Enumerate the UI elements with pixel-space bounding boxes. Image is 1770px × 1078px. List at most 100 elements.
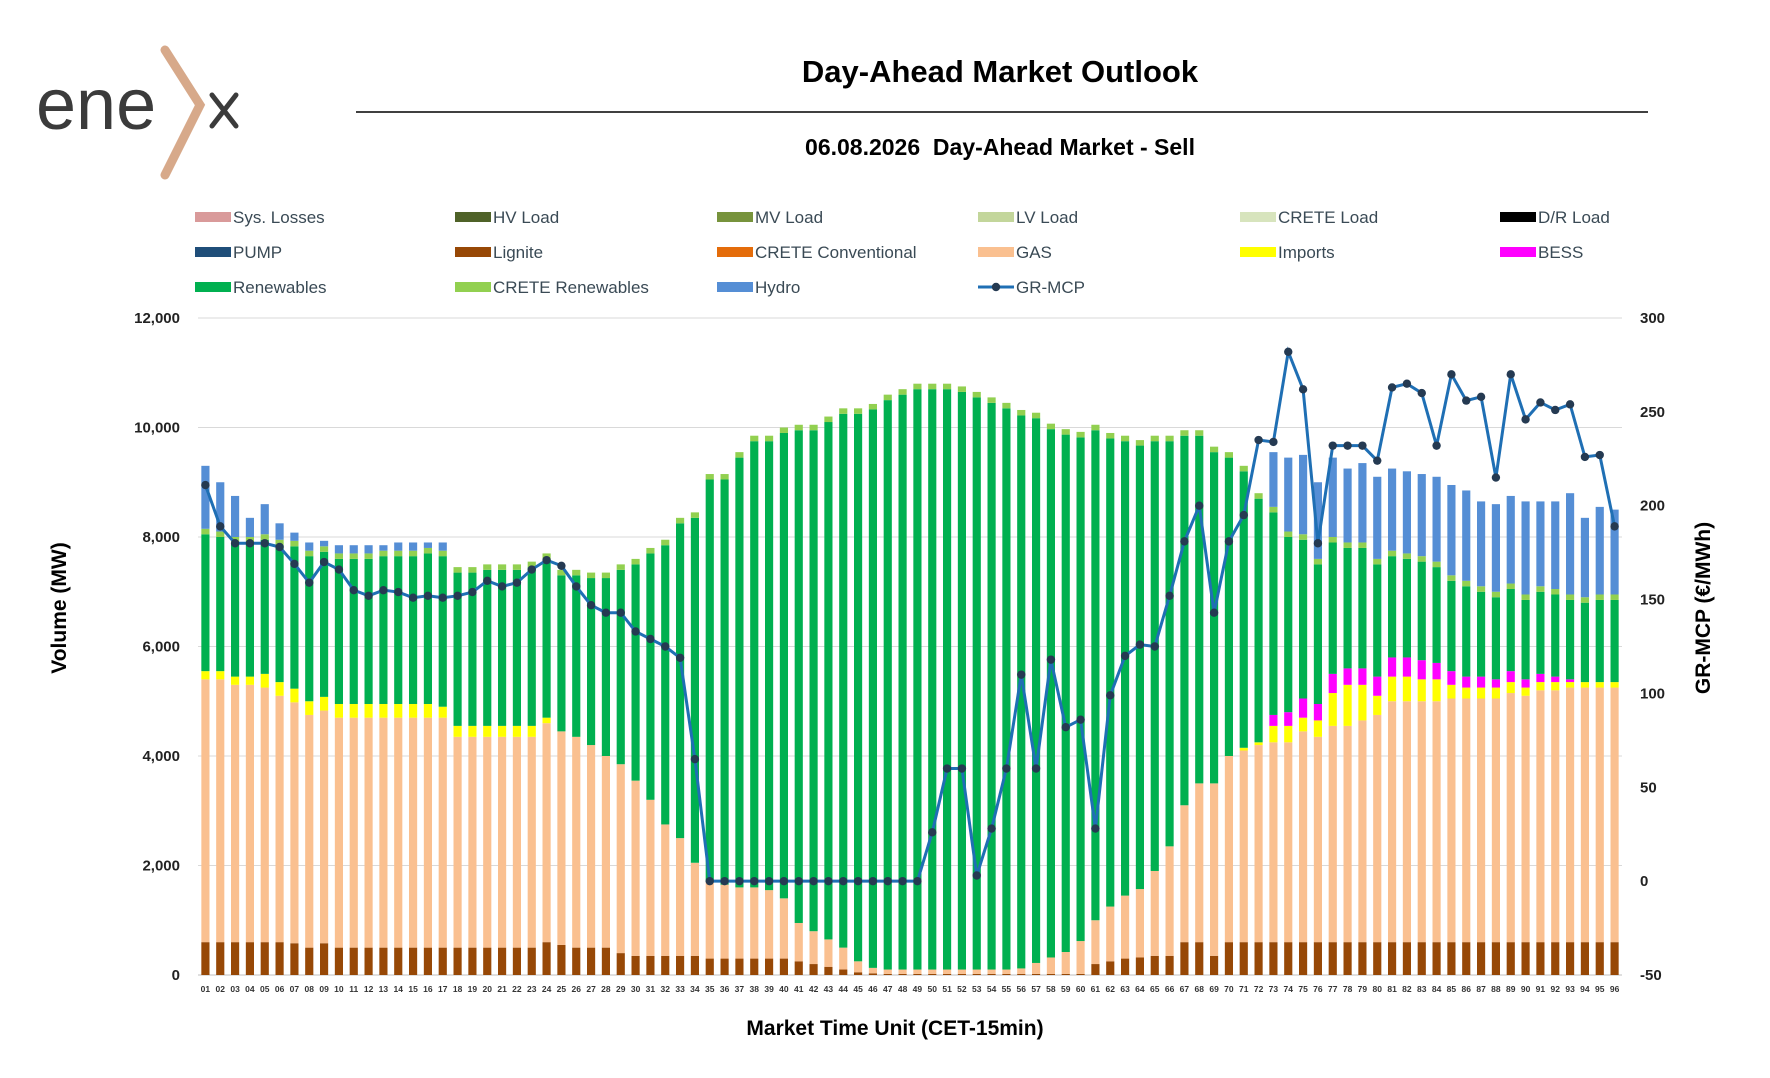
- bar-lignite-51: [943, 973, 952, 975]
- x-tick-label: 51: [942, 984, 952, 994]
- bar-lignite-50: [928, 973, 937, 975]
- bar-hydro-12: [364, 545, 373, 554]
- bar-crete-renewables-93: [1566, 594, 1575, 600]
- x-tick-label: 15: [408, 984, 418, 994]
- x-tick-label: 72: [1254, 984, 1264, 994]
- bar-gas-95: [1595, 687, 1604, 943]
- bar-crete-renewables-79: [1358, 542, 1367, 548]
- bar-imports-21: [498, 725, 507, 737]
- bar-renewables-93: [1566, 599, 1575, 680]
- bar-renewables-42: [809, 430, 818, 932]
- bar-gas-63: [1121, 895, 1130, 959]
- page-title: Day-Ahead Market Outlook: [802, 54, 1199, 89]
- legend-swatch: [1500, 212, 1536, 222]
- bar-lignite-27: [587, 947, 596, 975]
- bar-renewables-30: [631, 564, 640, 781]
- gr-mcp-point-46: [868, 876, 878, 886]
- bar-crete-renewables-26: [572, 569, 581, 576]
- bar-renewables-02: [216, 537, 225, 672]
- bar-bess-93: [1566, 679, 1575, 683]
- x-tick-label: 73: [1269, 984, 1279, 994]
- bar-crete-renewables-95: [1595, 594, 1604, 600]
- bar-imports-71: [1239, 747, 1248, 751]
- x-tick-label: 76: [1313, 984, 1323, 994]
- bar-renewables-85: [1447, 580, 1456, 672]
- bar-crete-renewables-53: [972, 391, 981, 398]
- bar-crete-renewables-36: [720, 474, 729, 480]
- bar-renewables-24: [542, 558, 551, 718]
- bar-lignite-62: [1106, 961, 1115, 975]
- bar-crete-renewables-63: [1121, 435, 1130, 442]
- bar-crete-renewables-64: [1135, 440, 1144, 446]
- bar-crete-renewables-61: [1091, 424, 1100, 431]
- bar-renewables-48: [898, 394, 907, 970]
- x-tick-label: 14: [394, 984, 404, 994]
- bar-renewables-80: [1373, 564, 1382, 677]
- bar-renewables-14: [394, 556, 403, 704]
- bar-renewables-67: [1180, 435, 1189, 806]
- gr-mcp-point-76: [1313, 539, 1323, 548]
- bar-crete-renewables-28: [601, 572, 610, 579]
- bar-imports-75: [1299, 717, 1308, 732]
- y-right-tick-label: 100: [1640, 685, 1665, 702]
- bar-lignite-19: [468, 947, 477, 975]
- y-right-tick-label: 250: [1640, 404, 1665, 421]
- bar-lignite-01: [201, 942, 210, 975]
- bar-gas-35: [705, 881, 714, 959]
- legend-swatch: [1240, 247, 1276, 257]
- bar-imports-93: [1566, 682, 1575, 688]
- bar-crete-renewables-78: [1343, 542, 1352, 548]
- bar-renewables-82: [1402, 558, 1411, 658]
- stacked-bars: [201, 383, 1619, 975]
- x-tick-label: 70: [1224, 984, 1234, 994]
- gr-mcp-point-42: [809, 876, 818, 886]
- bar-crete-renewables-88: [1491, 591, 1500, 598]
- bar-crete-renewables-19: [468, 567, 477, 573]
- x-tick-label: 91: [1536, 984, 1546, 994]
- gr-mcp-point-04: [245, 539, 255, 548]
- bar-crete-renewables-16: [423, 547, 432, 554]
- y-left-tick-label: 12,000: [134, 310, 180, 327]
- x-tick-label: 01: [201, 984, 211, 994]
- bar-hydro-07: [290, 532, 299, 541]
- bar-gas-52: [957, 969, 966, 974]
- bar-gas-55: [1002, 969, 1011, 974]
- bar-bess-73: [1269, 714, 1278, 726]
- bar-hydro-95: [1595, 506, 1604, 595]
- bar-crete-renewables-46: [868, 403, 877, 410]
- bar-imports-72: [1254, 742, 1263, 746]
- bar-hydro-78: [1343, 468, 1352, 543]
- bar-renewables-87: [1477, 591, 1486, 677]
- bar-renewables-04: [245, 542, 254, 677]
- bar-renewables-28: [601, 578, 610, 756]
- gr-mcp-point-91: [1536, 398, 1545, 407]
- bar-gas-36: [720, 884, 729, 959]
- bar-renewables-69: [1210, 452, 1219, 784]
- bar-renewables-46: [868, 409, 877, 968]
- bar-renewables-65: [1150, 441, 1159, 871]
- bar-renewables-10: [334, 558, 343, 704]
- bar-crete-renewables-85: [1447, 575, 1456, 581]
- bar-imports-24: [542, 717, 551, 724]
- x-tick-label: 08: [305, 984, 315, 994]
- legend-item-lv-load: LV Load: [978, 208, 1078, 227]
- bar-renewables-12: [364, 558, 373, 704]
- x-tick-label: 41: [794, 984, 804, 994]
- x-tick-label: 07: [290, 984, 300, 994]
- bar-bess-78: [1343, 668, 1352, 685]
- bar-crete-renewables-94: [1580, 597, 1589, 603]
- x-tick-label: 83: [1417, 984, 1427, 994]
- bar-renewables-44: [839, 413, 848, 948]
- legend-swatch: [455, 282, 491, 292]
- bar-hydro-06: [275, 523, 284, 540]
- gr-mcp-point-28: [601, 608, 611, 617]
- gr-mcp-point-69: [1209, 608, 1219, 617]
- bar-renewables-74: [1284, 537, 1293, 713]
- bar-crete-renewables-86: [1462, 580, 1471, 587]
- bar-crete-renewables-81: [1388, 550, 1397, 557]
- bar-gas-81: [1388, 701, 1397, 943]
- bar-hydro-16: [423, 542, 432, 548]
- bar-gas-69: [1210, 783, 1219, 956]
- bar-lignite-07: [290, 943, 299, 975]
- x-tick-label: 79: [1358, 984, 1368, 994]
